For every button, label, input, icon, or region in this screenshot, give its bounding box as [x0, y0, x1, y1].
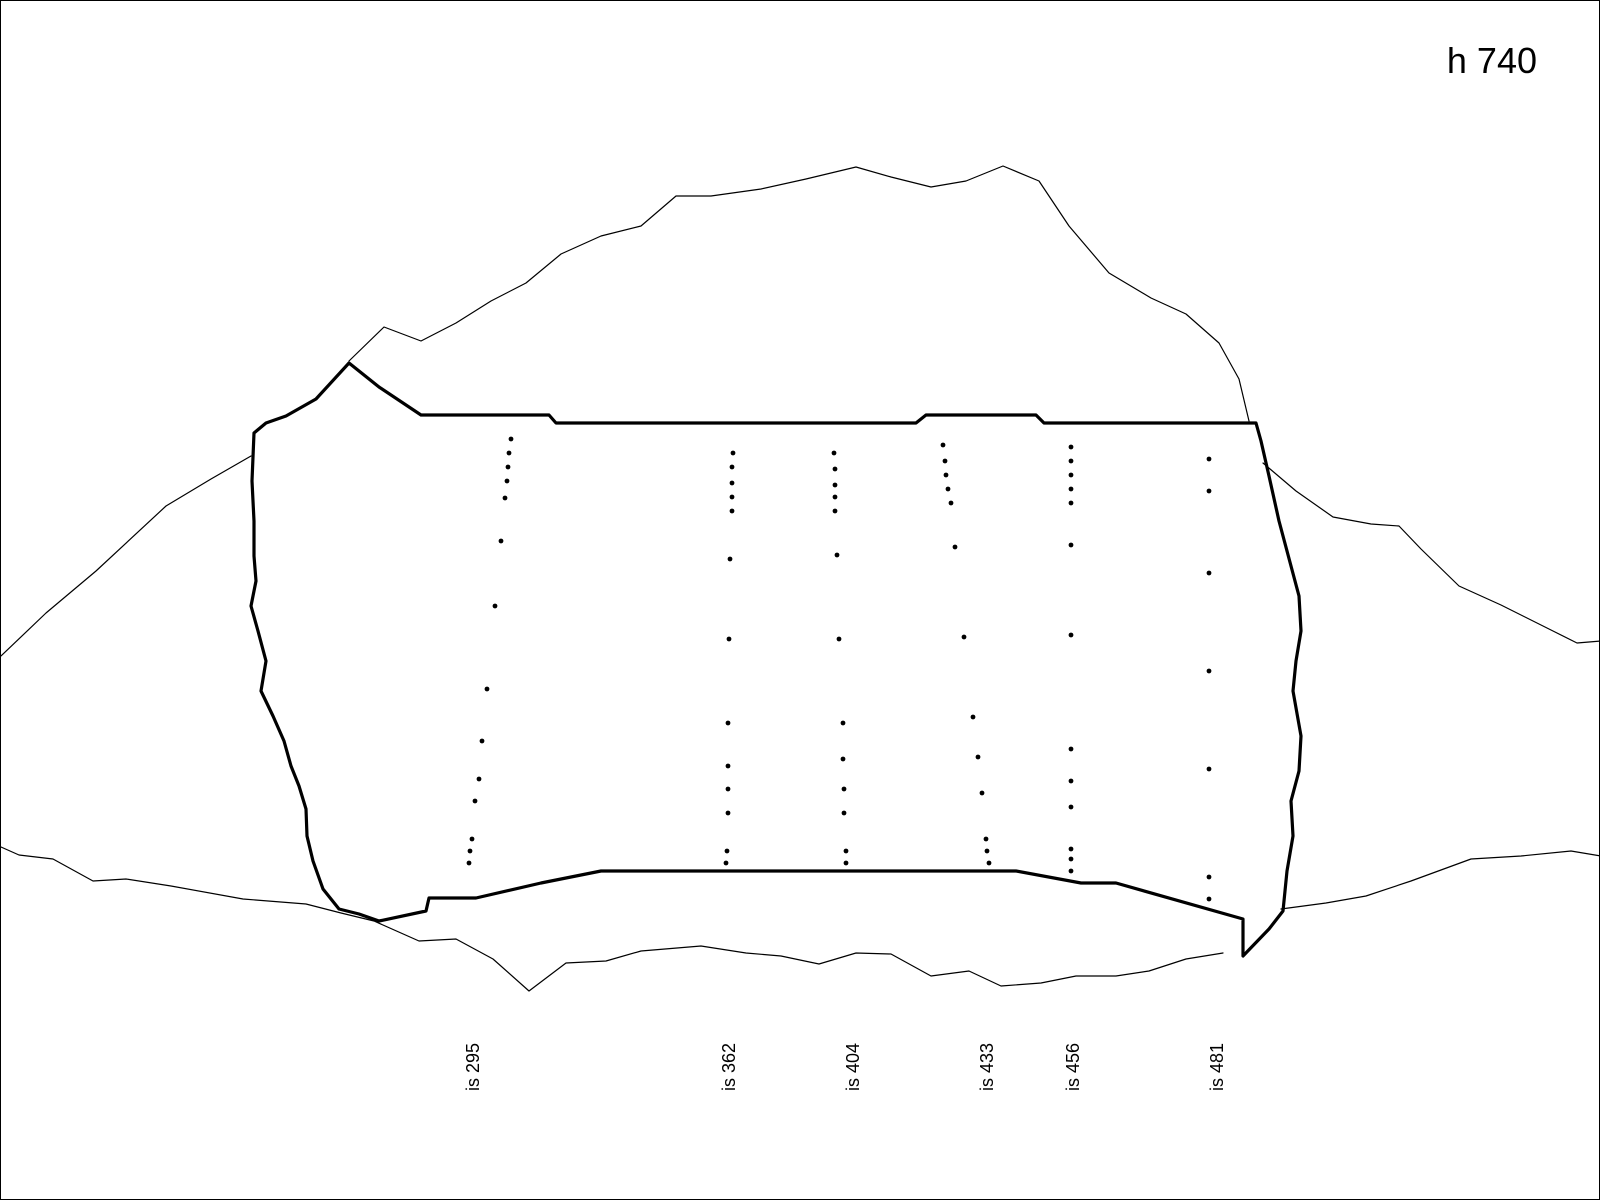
survey-dot-col5-11	[1068, 846, 1074, 852]
survey-dot-col1-9	[479, 738, 485, 744]
survey-dot-col2-7	[726, 636, 732, 642]
survey-dot-col2-8	[725, 720, 731, 726]
survey-dot-col1-6	[498, 538, 504, 544]
survey-dot-col3-4	[832, 494, 838, 500]
survey-dot-col2-1	[730, 450, 736, 456]
survey-dot-col4-9	[975, 754, 981, 760]
section-label-404: is 404	[843, 1043, 863, 1091]
survey-dot-col3-5	[832, 508, 838, 514]
survey-dot-col6-4	[1206, 668, 1212, 674]
survey-dot-col5-7	[1068, 632, 1074, 638]
survey-dot-col4-10	[979, 790, 985, 796]
survey-dot-col3-13	[843, 860, 849, 866]
survey-dot-col2-12	[724, 848, 730, 854]
survey-dot-col3-3	[832, 482, 838, 488]
survey-dot-col1-11	[472, 798, 478, 804]
survey-dot-col3-9	[840, 756, 846, 762]
lower-terrain-right	[1280, 850, 1600, 910]
survey-dot-col5-8	[1068, 746, 1074, 752]
survey-dots	[466, 436, 1212, 902]
survey-dot-col1-8	[484, 686, 490, 692]
survey-dot-col3-10	[841, 786, 847, 792]
sheet-id-label: h 740	[1446, 40, 1537, 81]
survey-dot-col5-13	[1068, 868, 1074, 874]
excavation-outline	[249, 361, 1303, 958]
survey-dot-col4-1	[940, 442, 946, 448]
survey-dot-col1-12	[469, 836, 475, 842]
survey-dot-col5-4	[1068, 486, 1074, 492]
survey-dot-col3-8	[840, 720, 846, 726]
survey-dot-col1-3	[505, 464, 511, 470]
survey-dot-col1-7	[492, 603, 498, 609]
survey-dot-col5-10	[1068, 804, 1074, 810]
section-label-481: is 481	[1207, 1043, 1227, 1091]
section-label-295: is 295	[463, 1043, 483, 1091]
survey-dot-col6-2	[1206, 488, 1212, 494]
survey-dot-col4-6	[952, 544, 958, 550]
survey-dot-col1-10	[476, 776, 482, 782]
upper-terrain-left	[1, 455, 252, 657]
survey-dot-col2-3	[729, 480, 735, 486]
survey-dot-col2-4	[729, 494, 735, 500]
survey-dot-col4-2	[942, 458, 948, 464]
survey-dot-col6-6	[1206, 874, 1212, 880]
survey-dot-col2-10	[725, 786, 731, 792]
survey-dot-col2-5	[729, 508, 735, 514]
survey-dot-col3-7	[836, 636, 842, 642]
survey-dot-col2-6	[727, 556, 733, 562]
survey-dot-col1-1	[508, 436, 514, 442]
survey-dot-col4-4	[945, 486, 951, 492]
survey-dot-col1-2	[506, 450, 512, 456]
survey-dot-col3-12	[843, 848, 849, 854]
survey-dot-col5-2	[1068, 458, 1074, 464]
survey-dot-col2-11	[725, 810, 731, 816]
survey-dot-col6-1	[1206, 456, 1212, 462]
survey-dot-col1-13	[467, 848, 473, 854]
upper-terrain-right	[1262, 462, 1600, 644]
survey-dot-col3-1	[831, 450, 837, 456]
survey-dot-col4-3	[943, 472, 949, 478]
survey-dot-col3-6	[834, 552, 840, 558]
survey-dot-col2-13	[723, 860, 729, 866]
survey-dot-col4-5	[948, 500, 954, 506]
section-label-456: is 456	[1063, 1043, 1083, 1091]
survey-dot-col5-12	[1068, 856, 1074, 862]
survey-dot-col1-5	[502, 495, 508, 501]
lower-terrain-left	[1, 846, 1224, 992]
survey-dot-col3-2	[832, 466, 838, 472]
survey-dot-col1-4	[504, 478, 510, 484]
section-label-433: is 433	[977, 1043, 997, 1091]
survey-dot-col4-7	[961, 634, 967, 640]
survey-dot-col4-12	[984, 848, 990, 854]
survey-dot-col4-11	[983, 836, 989, 842]
survey-dot-col1-14	[466, 860, 472, 866]
survey-dot-col6-5	[1206, 766, 1212, 772]
survey-dot-col6-7	[1206, 896, 1212, 902]
survey-dot-col2-9	[725, 763, 731, 769]
survey-dot-col5-1	[1068, 444, 1074, 450]
upper-terrain-top	[348, 165, 1250, 422]
survey-dot-col5-9	[1068, 778, 1074, 784]
survey-dot-col5-3	[1068, 472, 1074, 478]
section-label-362: is 362	[719, 1043, 739, 1091]
survey-dot-col2-2	[729, 464, 735, 470]
survey-dot-col5-6	[1068, 542, 1074, 548]
survey-dot-col3-11	[841, 810, 847, 816]
survey-dot-col4-8	[970, 714, 976, 720]
survey-dot-col5-5	[1068, 500, 1074, 506]
survey-dot-col4-13	[986, 860, 992, 866]
survey-dot-col6-3	[1206, 570, 1212, 576]
